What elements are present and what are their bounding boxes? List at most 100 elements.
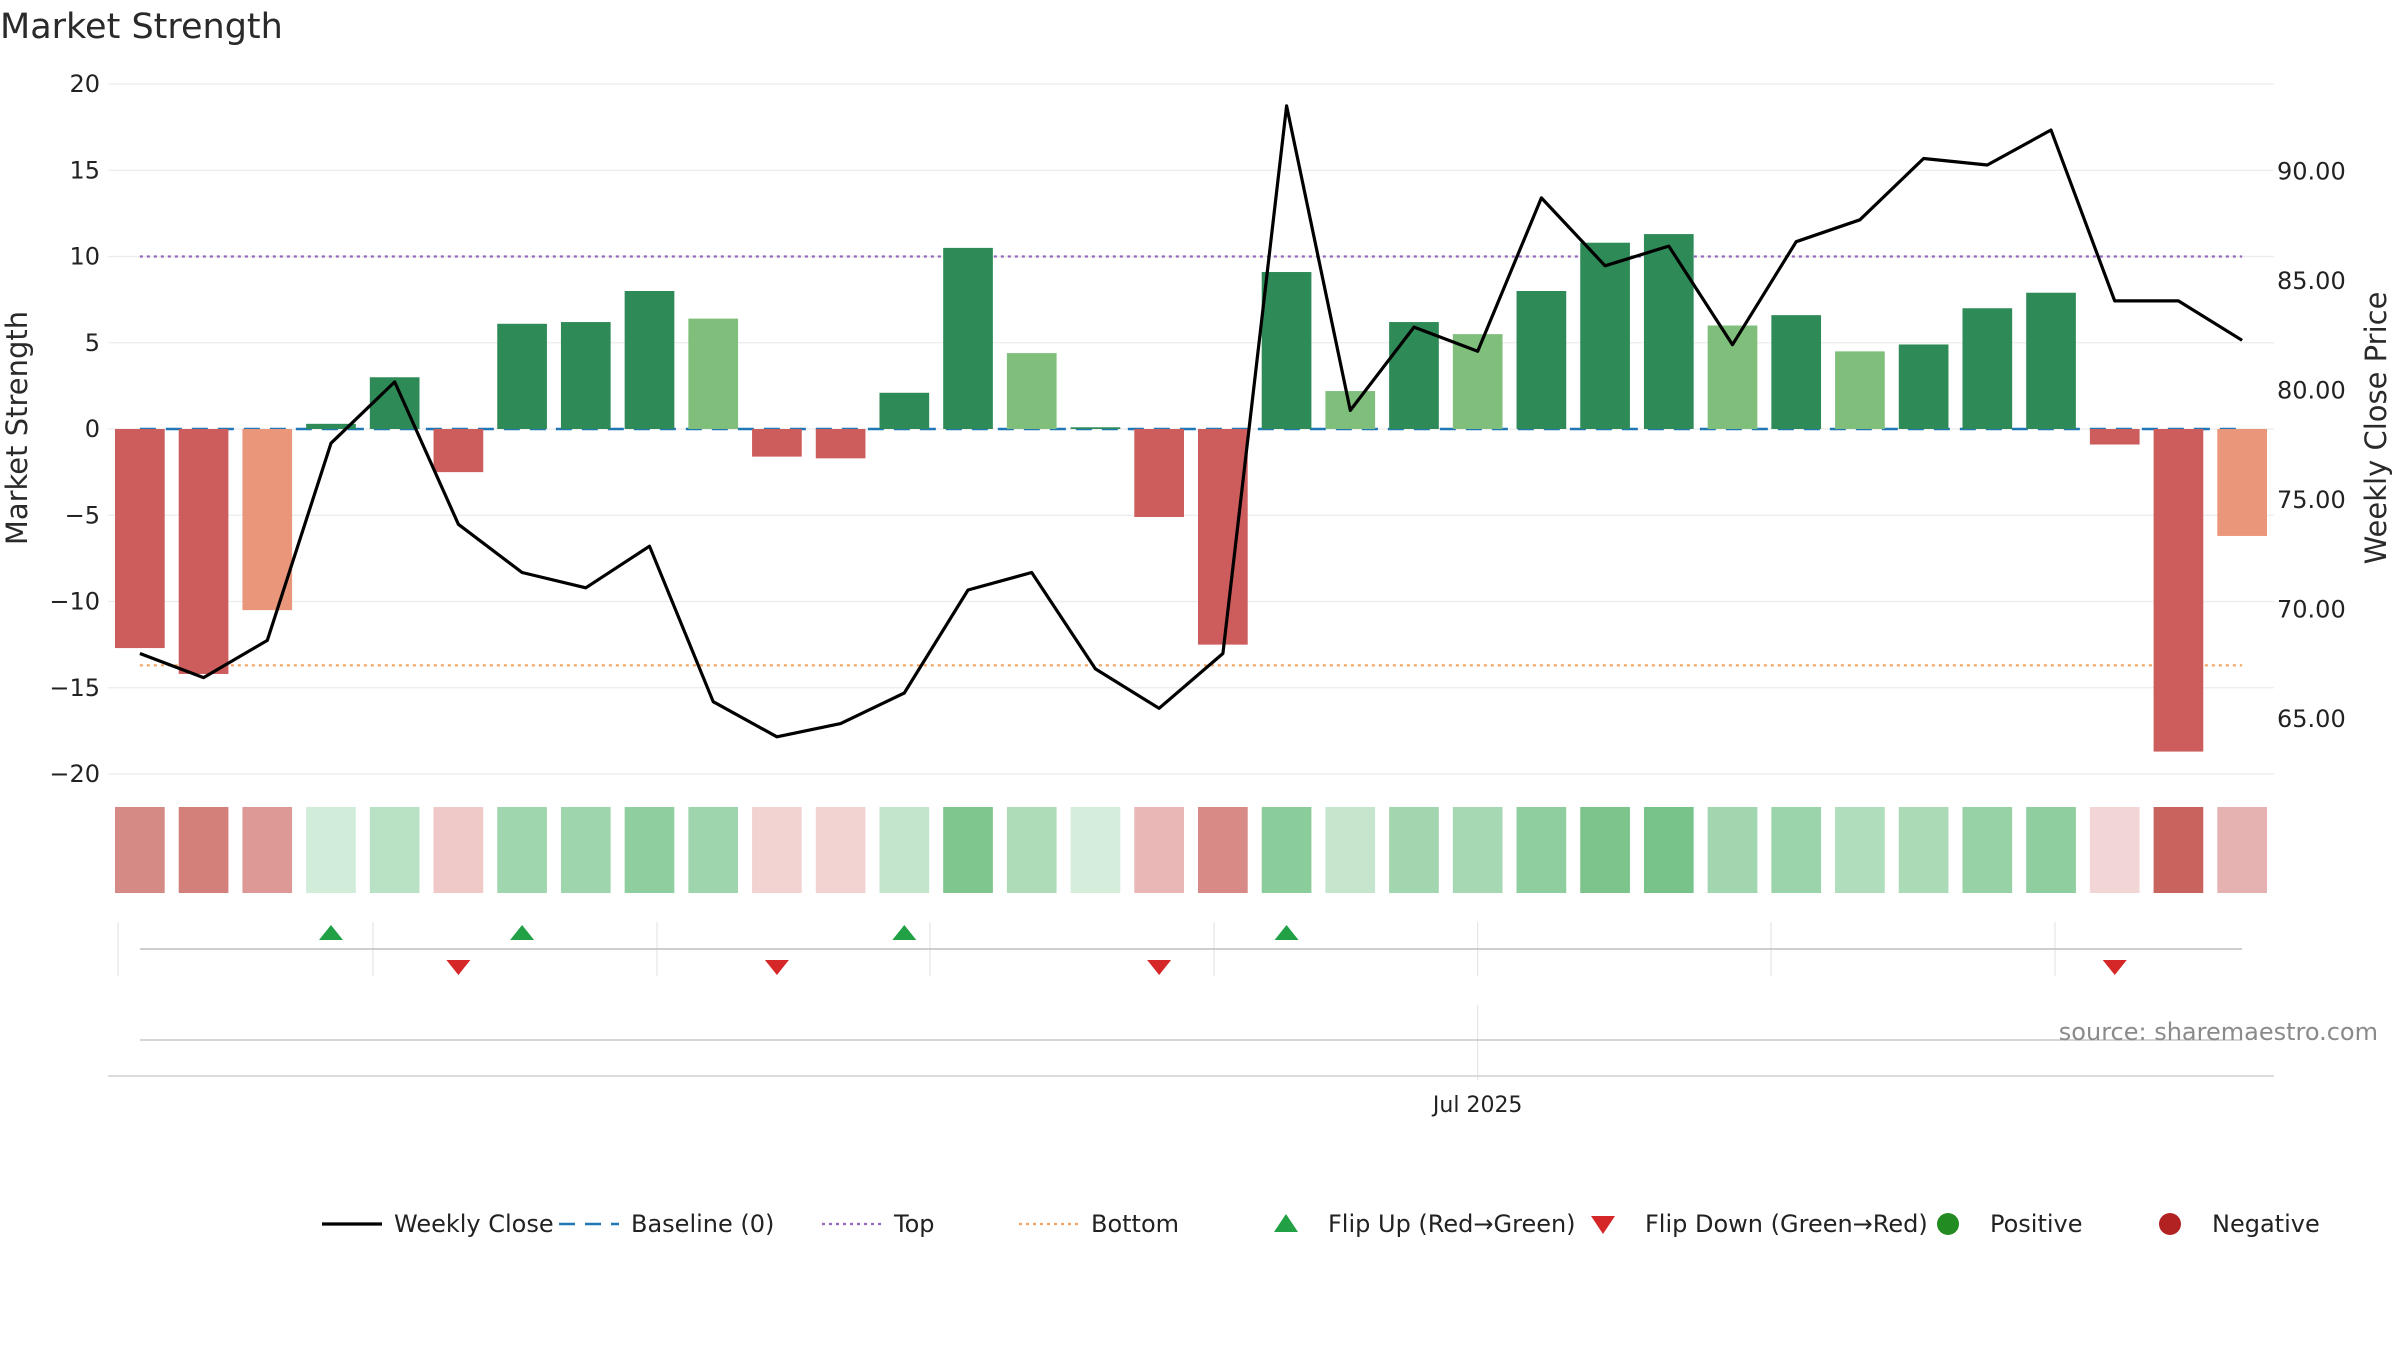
strip-cell xyxy=(1898,807,1949,893)
flip-up-marker xyxy=(510,925,535,940)
legend-label: Top xyxy=(893,1210,935,1238)
y-tick-label: −5 xyxy=(65,501,100,529)
y-tick-label: 5 xyxy=(85,329,100,357)
strip-cell xyxy=(1643,807,1694,893)
strip-cell xyxy=(1389,807,1439,893)
strip-cell xyxy=(1835,807,1885,893)
strength-bar xyxy=(1643,234,1694,429)
flip-markers-panel xyxy=(117,922,2243,976)
strip-cell xyxy=(2217,807,2267,893)
strip-cell xyxy=(1325,807,1376,893)
chart-legend: Weekly Close Baseline (0) Top Bottom Flip Up… xyxy=(322,1210,2320,1238)
strength-bar xyxy=(1898,344,1949,429)
strength-bar xyxy=(560,322,611,429)
strip-cell xyxy=(433,807,484,893)
strength-bar xyxy=(242,429,293,611)
source-credit: source: sharemaestro.com xyxy=(2059,1018,2378,1046)
strip-cell xyxy=(2089,807,2140,893)
y-tick-label: 20 xyxy=(69,70,100,98)
legend-item: Negative xyxy=(2159,1210,2320,1238)
strip-cell xyxy=(497,807,547,893)
strength-bar xyxy=(1134,429,1184,517)
strength-bar xyxy=(752,429,802,457)
y-tick-label: 10 xyxy=(69,243,100,271)
strength-heat-strip xyxy=(115,807,2267,893)
strip-cell xyxy=(1452,807,1503,893)
strip-cell xyxy=(943,807,993,893)
strength-bar xyxy=(624,291,675,429)
y-tick-label: 0 xyxy=(85,415,100,443)
strip-cell xyxy=(1134,807,1184,893)
strip-cell xyxy=(306,807,356,893)
legend-circle-icon xyxy=(2159,1213,2181,1235)
flip-down-marker xyxy=(764,960,789,975)
strip-cell xyxy=(178,807,229,893)
legend-item: Top xyxy=(822,1210,935,1238)
y-tick-label: −15 xyxy=(49,674,100,702)
strip-cell xyxy=(1580,807,1630,893)
strip-cell xyxy=(1070,807,1121,893)
strength-bar xyxy=(178,429,229,674)
strength-bar xyxy=(879,392,930,429)
strength-bar xyxy=(1516,291,1567,429)
flip-up-marker xyxy=(318,925,343,940)
y2-tick-label: 75.00 xyxy=(2277,486,2346,514)
strength-bar xyxy=(1962,308,2013,429)
legend-label: Negative xyxy=(2212,1210,2320,1238)
weekly-close-line xyxy=(139,104,2243,739)
legend-circle-icon xyxy=(1937,1213,1959,1235)
strip-cell xyxy=(1006,807,1057,893)
strip-cell xyxy=(752,807,802,893)
strip-cell xyxy=(560,807,611,893)
flip-up-marker xyxy=(892,925,917,940)
strength-bar xyxy=(943,247,993,429)
strength-bar xyxy=(1580,242,1630,429)
strength-bar xyxy=(1835,351,1885,429)
strength-bar xyxy=(497,323,547,429)
chart-title: Market Strength xyxy=(0,7,283,47)
strip-cell xyxy=(242,807,293,893)
flip-down-marker xyxy=(446,960,471,975)
strength-bar xyxy=(1261,272,1312,429)
reference-lines xyxy=(139,255,2243,667)
legend-triangle-up-icon xyxy=(1274,1214,1298,1232)
strength-bar xyxy=(2089,429,2140,445)
legend-label: Baseline (0) xyxy=(631,1210,774,1238)
strip-cell xyxy=(1198,807,1248,893)
flip-up-marker xyxy=(1274,925,1299,940)
legend-item: Flip Up (Red→Green) xyxy=(1274,1210,1576,1238)
y-axis-label: Market Strength xyxy=(0,311,34,545)
legend-item: Bottom xyxy=(1019,1210,1179,1238)
strip-cell xyxy=(879,807,930,893)
strip-cell xyxy=(1707,807,1758,893)
y2-tick-label: 65.00 xyxy=(2277,705,2346,733)
legend-label: Positive xyxy=(1990,1210,2083,1238)
strength-bar xyxy=(433,429,484,473)
y2-tick-label: 85.00 xyxy=(2277,267,2346,295)
strength-bar xyxy=(1198,429,1248,645)
strip-cell xyxy=(1771,807,1822,893)
strength-bar xyxy=(2026,292,2076,429)
flip-down-marker xyxy=(1147,960,1172,975)
y2-axis-ticks: 65.00 70.00 75.00 80.00 85.00 90.00 xyxy=(2277,158,2346,734)
strip-cell xyxy=(115,807,165,893)
legend-item: Positive xyxy=(1937,1210,2083,1238)
legend-item: Baseline (0) xyxy=(559,1210,774,1238)
y2-axis-label: Weekly Close Price xyxy=(2359,292,2393,565)
strip-cell xyxy=(624,807,675,893)
strength-bar xyxy=(815,429,866,459)
strength-bar xyxy=(115,429,165,649)
weekly-close-series xyxy=(139,104,2243,739)
legend-item: Weekly Close xyxy=(322,1210,554,1238)
strip-cell xyxy=(1261,807,1312,893)
strength-bar xyxy=(1006,353,1057,429)
legend-label: Flip Up (Red→Green) xyxy=(1328,1210,1576,1238)
y-tick-label: 15 xyxy=(69,156,100,184)
flip-down-marker xyxy=(2102,960,2127,975)
y-tick-label: −10 xyxy=(49,588,100,616)
strip-cell xyxy=(369,807,420,893)
x-tick-label: Jul 2025 xyxy=(1431,1093,1523,1118)
y-axis-ticks: −20 −15 −10 −5 0 5 10 15 20 xyxy=(49,70,100,788)
strip-cell xyxy=(2153,807,2204,893)
